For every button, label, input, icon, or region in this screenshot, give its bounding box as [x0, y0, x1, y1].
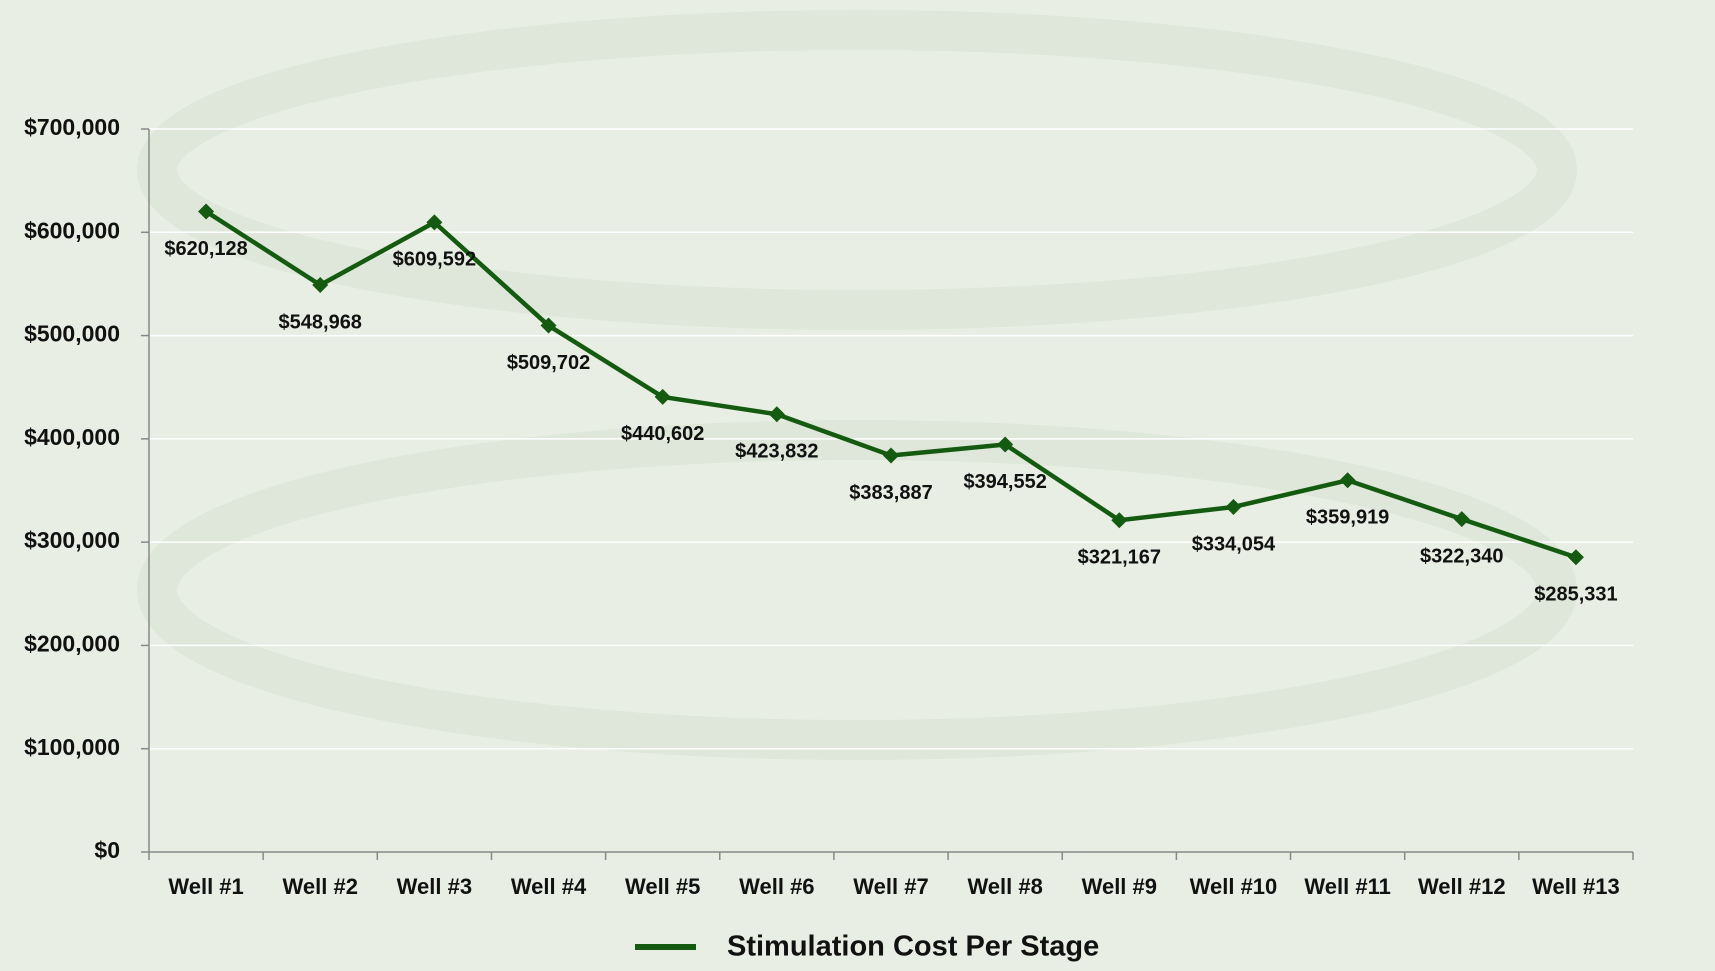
data-label: $383,887: [849, 482, 932, 504]
watermark: [137, 10, 1577, 330]
y-tick-label: $200,000: [24, 631, 120, 657]
x-tick-label: Well #5: [625, 874, 700, 899]
data-point: [1567, 549, 1584, 566]
x-tick-label: Well #3: [397, 874, 472, 899]
data-point: [540, 317, 557, 334]
data-label: $359,919: [1306, 507, 1389, 529]
data-point: [312, 276, 329, 293]
data-label: $509,702: [507, 352, 590, 374]
data-point: [654, 388, 671, 405]
data-label: $620,128: [164, 238, 247, 260]
y-tick-label: $0: [94, 837, 120, 863]
data-point: [1225, 498, 1242, 515]
data-label: $321,167: [1078, 547, 1161, 569]
y-tick-label: $300,000: [24, 527, 120, 553]
y-tick-label: $700,000: [24, 114, 120, 140]
x-tick-label: Well #6: [739, 874, 814, 899]
data-point: [1339, 472, 1356, 489]
y-tick-label: $100,000: [24, 734, 120, 760]
legend-label: Stimulation Cost Per Stage: [727, 931, 1099, 963]
data-label: $440,602: [621, 423, 704, 445]
x-tick-label: Well #2: [283, 874, 358, 899]
data-label: $334,054: [1192, 533, 1276, 555]
data-point: [198, 203, 215, 220]
data-point: [426, 214, 443, 231]
watermark: [137, 420, 1577, 760]
x-tick-label: Well #4: [511, 874, 587, 899]
x-tick-label: Well #10: [1190, 874, 1278, 899]
data-label: $285,331: [1534, 584, 1617, 606]
x-tick-label: Well #9: [1082, 874, 1157, 899]
data-point: [883, 447, 899, 464]
data-label: $548,968: [279, 311, 362, 333]
x-tick-label: Well #7: [853, 874, 928, 899]
data-label: $609,592: [393, 249, 476, 271]
y-tick-label: $500,000: [24, 321, 120, 347]
data-label: $423,832: [735, 441, 818, 463]
data-label: $394,552: [963, 471, 1046, 493]
y-tick-label: $400,000: [24, 424, 120, 450]
x-tick-label: Well #8: [967, 874, 1042, 899]
y-tick-label: $600,000: [24, 217, 120, 243]
data-label: $322,340: [1420, 545, 1503, 567]
data-point: [997, 436, 1014, 453]
data-point: [1453, 511, 1470, 528]
x-tick-label: Well #1: [168, 874, 243, 899]
data-point: [768, 406, 785, 423]
x-tick-label: Well #12: [1418, 874, 1506, 899]
data-point: [1111, 512, 1128, 529]
x-tick-label: Well #11: [1304, 874, 1390, 899]
x-tick-label: Well #13: [1532, 874, 1620, 899]
